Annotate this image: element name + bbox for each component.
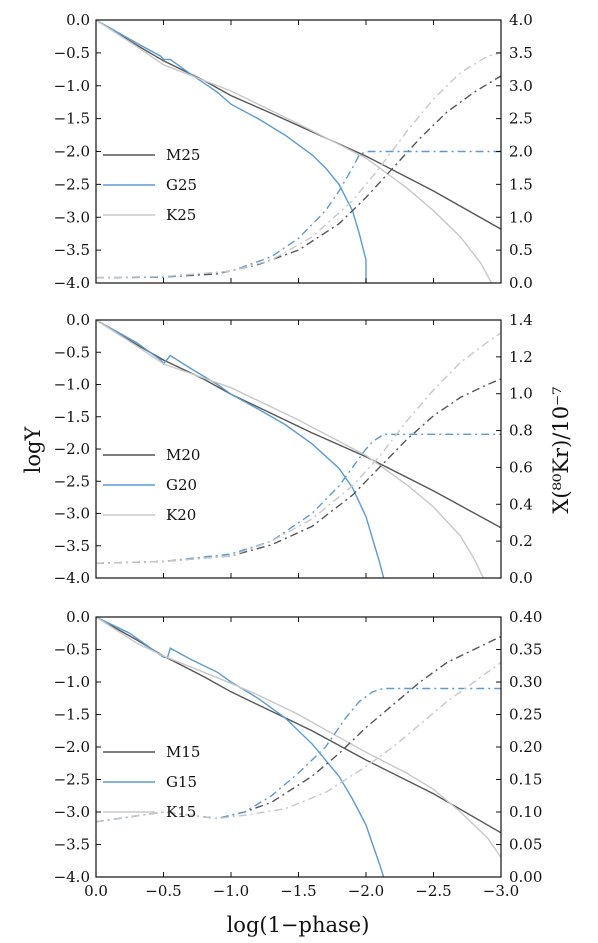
legend-label-3-3: K15 [166,803,196,821]
right-tick-label-1-2: 3.5 [509,44,533,62]
left-tick-label-2-8: −3.5 [54,537,90,555]
right-tick-label-2-6: 0.4 [509,495,533,513]
right-tick-label-1-9: 0.0 [509,274,533,292]
legend-label-1-3: K25 [166,206,196,224]
legend-label-2-1: M20 [166,446,200,464]
series-line-1-6 [95,52,502,279]
left-tick-label-3-1: 0.0 [66,608,90,626]
left-tick-label-1-9: −4.0 [54,274,90,292]
series-line-1-4 [95,75,502,279]
x-tick-label-2: −0.5 [145,882,181,900]
left-tick-label-3-3: −1.0 [54,673,90,691]
right-tick-label-1-4: 2.5 [509,110,533,128]
right-tick-label-3-6: 0.15 [509,771,542,789]
left-tick-label-3-8: −3.5 [54,836,90,854]
right-tick-label-3-3: 0.30 [509,673,542,691]
right-tick-label-3-2: 0.35 [509,641,542,659]
left-tick-label-2-6: −2.5 [54,472,90,490]
right-tick-label-1-6: 1.5 [509,175,533,193]
right-tick-label-2-2: 1.2 [509,348,533,366]
series-line-3-2 [95,616,385,878]
left-tick-label-1-2: −0.5 [54,44,90,62]
chart-panel-1: 0.0 −0.5 −1.0 −1.5 −2.0 −2.5 −3.0 −3.5 −4.0 4.0 3.… [54,11,533,292]
left-tick-label-2-1: 0.0 [66,311,90,329]
left-tick-label-2-4: −1.5 [54,408,90,426]
right-tick-label-3-1: 0.40 [509,608,542,626]
series-line-2-2 [95,319,385,579]
left-tick-label-1-4: −1.5 [54,110,90,128]
left-tick-label-3-9: −4.0 [54,868,90,886]
left-tick-label-1-1: 0.0 [66,11,90,29]
left-tick-label-1-7: −3.0 [54,208,90,226]
panels: 0.0 −0.5 −1.0 −1.5 −2.0 −2.5 −3.0 −3.5 −4.0 4.0 3.… [54,11,543,900]
y-axis-label-left: logY [21,426,45,474]
legend-label-2-2: G20 [166,476,197,494]
right-tick-label-3-8: 0.05 [509,836,542,854]
left-tick-label-3-6: −2.5 [54,771,90,789]
series-line-1-1 [95,19,502,230]
left-tick-label-1-5: −2.0 [54,143,90,161]
right-tick-label-1-5: 2.0 [509,143,533,161]
series-line-2-5 [95,433,501,564]
left-tick-label-2-5: −2.0 [54,440,90,458]
right-tick-label-3-4: 0.25 [509,706,542,724]
x-axis-label: log(1−phase) [227,913,370,937]
right-tick-label-1-1: 4.0 [509,11,533,29]
series-line-3-6 [95,661,502,823]
series-line-3-4 [95,635,502,823]
left-tick-label-1-6: −2.5 [54,175,90,193]
right-tick-label-2-8: 0.0 [509,569,533,587]
right-tick-label-3-9: 0.00 [509,868,542,886]
series-line-1-2 [95,19,367,283]
series-line-3-5 [95,687,501,823]
left-tick-label-2-3: −1.0 [54,376,90,394]
legend-label-3-1: M15 [166,743,200,761]
legend-label-1-1: M25 [166,146,200,164]
right-tick-label-2-5: 0.6 [509,458,533,476]
right-tick-label-2-7: 0.2 [509,532,533,550]
legend-label-1-2: G25 [166,176,197,194]
series-line-3-1 [95,616,502,834]
left-tick-label-2-7: −3.0 [54,505,90,523]
series-line-2-1 [95,319,502,529]
left-tick-label-2-2: −0.5 [54,343,90,361]
x-tick-label-1: 0.0 [84,882,108,900]
chart-panel-2: 0.0 −0.5 −1.0 −1.5 −2.0 −2.5 −3.0 −3.5 −4.0 1.4 1.… [54,311,533,587]
x-tick-label-5: −2.0 [348,882,384,900]
series-line-1-3 [95,19,493,284]
right-tick-label-3-5: 0.20 [509,738,542,756]
series-line-3-3 [95,616,502,858]
x-tick-label-7: −3.0 [483,882,519,900]
plot-frame-3 [95,616,502,878]
left-tick-label-3-7: −3.0 [54,803,90,821]
right-tick-label-2-3: 1.0 [509,385,533,403]
legend-label-2-3: K20 [166,506,196,524]
left-tick-label-1-8: −3.5 [54,241,90,259]
x-tick-label-4: −1.5 [280,882,316,900]
right-tick-label-1-3: 3.0 [509,77,533,95]
series-line-2-6 [95,332,502,564]
series-line-1-5 [95,150,501,279]
right-tick-label-1-8: 0.5 [509,241,533,259]
left-tick-label-3-5: −2.0 [54,738,90,756]
legend-label-3-2: G15 [166,773,197,791]
right-tick-label-2-4: 0.8 [509,422,533,440]
left-tick-label-1-3: −1.0 [54,77,90,95]
left-tick-label-3-4: −1.5 [54,706,90,724]
x-tick-label-6: −2.5 [415,882,451,900]
series-line-2-4 [95,378,502,564]
x-tick-label-3: −1.0 [213,882,249,900]
series-line-2-3 [95,319,485,579]
right-tick-label-3-7: 0.10 [509,803,542,821]
right-tick-label-1-7: 1.0 [509,208,533,226]
right-tick-label-2-1: 1.4 [509,311,533,329]
y-axis-label-right: X(⁸⁰Kr)/10⁻⁷ [549,386,573,513]
left-tick-label-2-9: −4.0 [54,569,90,587]
chart-panel-3: 0.0 −0.5 −1.0 −1.5 −2.0 −2.5 −3.0 −3.5 −4.0 0.40 0… [54,608,543,900]
left-tick-label-3-2: −0.5 [54,641,90,659]
